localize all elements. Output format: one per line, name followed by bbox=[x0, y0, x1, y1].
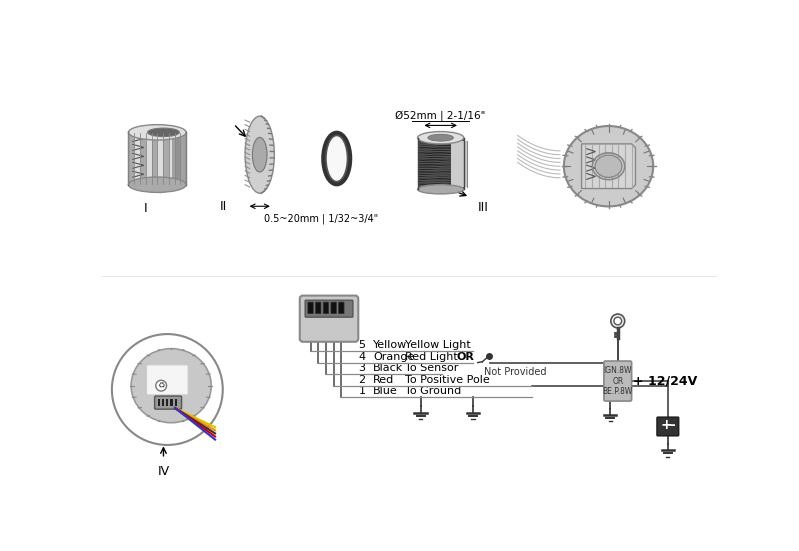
Text: To Ground: To Ground bbox=[405, 386, 462, 397]
Text: OR: OR bbox=[457, 352, 475, 362]
Text: Red Light: Red Light bbox=[405, 352, 458, 362]
Text: 1: 1 bbox=[359, 386, 366, 397]
Text: IFR110925: IFR110925 bbox=[149, 369, 176, 374]
Text: ♻: ♻ bbox=[157, 381, 165, 390]
Text: Blue: Blue bbox=[373, 386, 398, 397]
Text: IGN.8W
OR
BE.P.8W: IGN.8W OR BE.P.8W bbox=[602, 366, 633, 396]
Text: Ø52mm | 2-1/16": Ø52mm | 2-1/16" bbox=[396, 110, 486, 121]
Polygon shape bbox=[169, 132, 175, 185]
Ellipse shape bbox=[129, 125, 186, 140]
Text: ~Yellow Light: ~Yellow Light bbox=[149, 391, 183, 396]
Polygon shape bbox=[157, 399, 160, 407]
Text: I: I bbox=[144, 202, 148, 215]
FancyBboxPatch shape bbox=[155, 396, 181, 409]
FancyBboxPatch shape bbox=[604, 361, 632, 401]
Polygon shape bbox=[152, 132, 157, 185]
Circle shape bbox=[611, 314, 625, 328]
Polygon shape bbox=[145, 132, 152, 185]
Text: To Sensor: To Sensor bbox=[405, 363, 459, 374]
Text: Red~Battery(+): Red~Battery(+) bbox=[149, 379, 189, 383]
Circle shape bbox=[112, 334, 223, 445]
Polygon shape bbox=[157, 132, 163, 185]
Ellipse shape bbox=[131, 349, 211, 423]
Polygon shape bbox=[129, 132, 186, 185]
Polygon shape bbox=[140, 132, 145, 185]
Polygon shape bbox=[162, 399, 165, 407]
Polygon shape bbox=[181, 132, 186, 185]
Text: 2: 2 bbox=[359, 375, 366, 385]
Text: 5: 5 bbox=[359, 341, 366, 350]
Text: 4: 4 bbox=[359, 352, 366, 362]
Text: IV: IV bbox=[157, 465, 169, 478]
Text: Yellow Light: Yellow Light bbox=[405, 341, 471, 350]
Text: Not Provided: Not Provided bbox=[483, 367, 547, 377]
FancyBboxPatch shape bbox=[324, 302, 328, 314]
Polygon shape bbox=[175, 399, 177, 407]
FancyBboxPatch shape bbox=[339, 302, 344, 314]
Text: ~Sensor: ~Sensor bbox=[149, 385, 171, 390]
FancyBboxPatch shape bbox=[146, 365, 188, 395]
Ellipse shape bbox=[564, 126, 654, 207]
Ellipse shape bbox=[252, 137, 267, 172]
Ellipse shape bbox=[428, 134, 453, 141]
Text: Connecting instruction: Connecting instruction bbox=[149, 372, 205, 377]
Ellipse shape bbox=[418, 132, 463, 144]
Text: To Positive Pole: To Positive Pole bbox=[405, 375, 490, 385]
FancyBboxPatch shape bbox=[657, 417, 678, 436]
Ellipse shape bbox=[326, 136, 348, 182]
Text: Black: Black bbox=[373, 363, 403, 374]
Text: Red: Red bbox=[373, 375, 394, 385]
Polygon shape bbox=[451, 141, 467, 187]
Polygon shape bbox=[134, 132, 140, 185]
FancyBboxPatch shape bbox=[308, 302, 313, 314]
Polygon shape bbox=[129, 132, 134, 185]
Text: III: III bbox=[478, 201, 488, 214]
Polygon shape bbox=[166, 399, 169, 407]
Ellipse shape bbox=[595, 155, 622, 177]
Ellipse shape bbox=[129, 177, 186, 192]
Text: 3: 3 bbox=[359, 363, 366, 374]
Polygon shape bbox=[173, 132, 186, 185]
Text: -: - bbox=[670, 418, 675, 432]
Polygon shape bbox=[175, 132, 181, 185]
Polygon shape bbox=[418, 138, 463, 190]
Text: ~Red Light: ~Red Light bbox=[149, 388, 177, 393]
Ellipse shape bbox=[245, 116, 274, 193]
FancyBboxPatch shape bbox=[305, 300, 353, 317]
Text: 0.5~20mm | 1/32~3/4": 0.5~20mm | 1/32~3/4" bbox=[264, 213, 378, 224]
Text: + 12/24V: + 12/24V bbox=[633, 375, 698, 387]
Circle shape bbox=[614, 317, 622, 325]
Polygon shape bbox=[163, 132, 169, 185]
Text: Yellow: Yellow bbox=[373, 341, 407, 350]
Text: +: + bbox=[661, 418, 672, 432]
FancyBboxPatch shape bbox=[316, 302, 321, 314]
Text: II: II bbox=[220, 200, 227, 213]
Text: 0~190Ω: 0~190Ω bbox=[149, 375, 170, 380]
Circle shape bbox=[156, 380, 166, 391]
Polygon shape bbox=[170, 399, 173, 407]
Polygon shape bbox=[582, 144, 635, 188]
Text: Black~Battery(-): Black~Battery(-) bbox=[149, 382, 191, 387]
Text: Orange: Orange bbox=[373, 352, 415, 362]
FancyBboxPatch shape bbox=[331, 302, 336, 314]
FancyBboxPatch shape bbox=[300, 295, 358, 342]
Ellipse shape bbox=[418, 185, 463, 194]
Ellipse shape bbox=[148, 128, 179, 137]
